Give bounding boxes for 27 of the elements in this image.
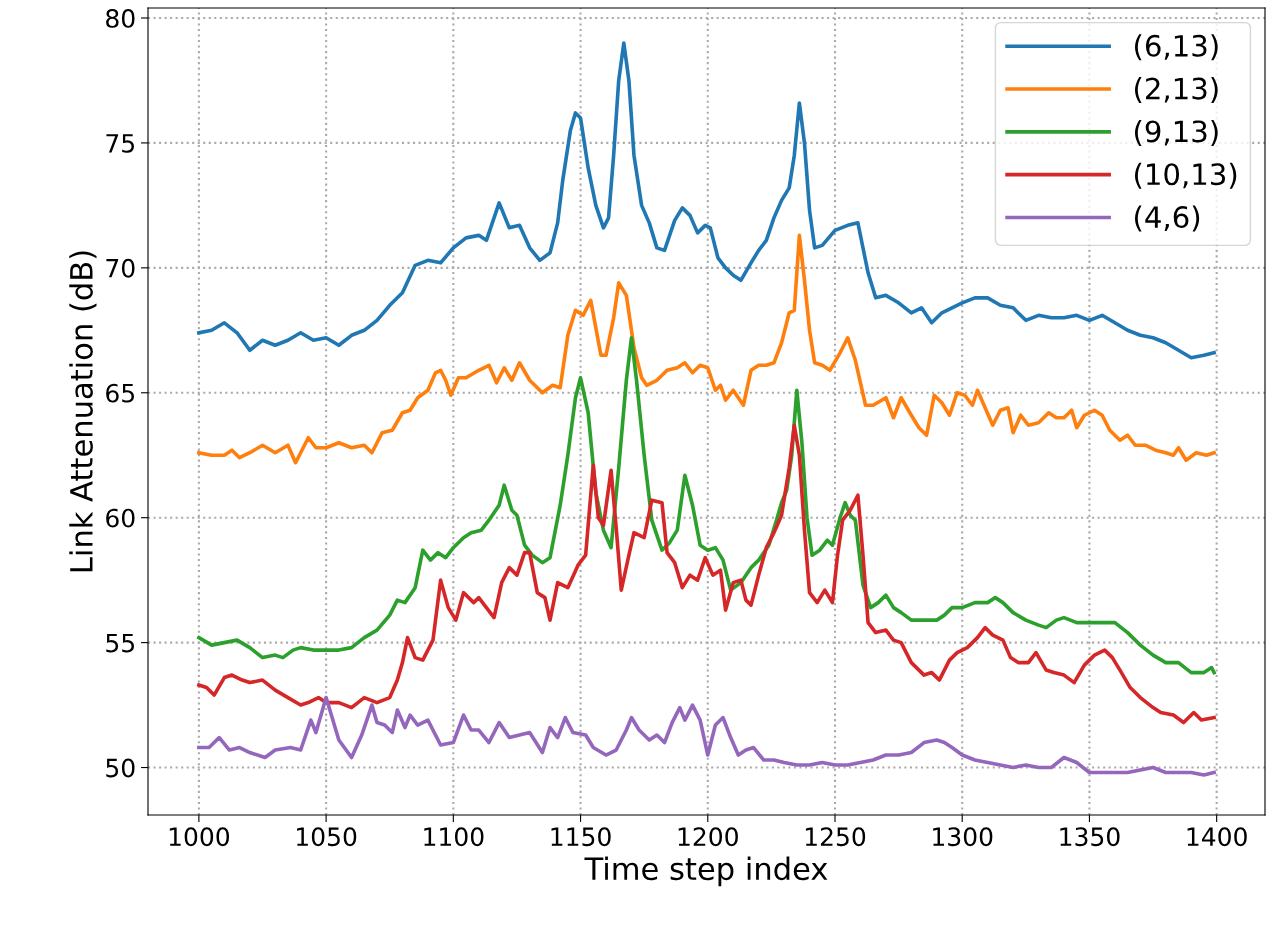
legend-label: (9,13): [1135, 119, 1218, 146]
x-axis-title: Time step index: [584, 856, 828, 887]
x-tick-label: 1100: [424, 827, 484, 847]
line-series: [197, 695, 1216, 777]
y-tick-label: 60: [106, 508, 135, 528]
legend-label: (10,13): [1135, 162, 1237, 189]
legend-label: (6,13): [1135, 34, 1218, 61]
line-series: [197, 335, 1216, 675]
y-tick-label: 70: [106, 258, 135, 278]
x-tick-label: 1350: [1060, 827, 1120, 847]
x-tick-label: 1050: [297, 827, 357, 847]
y-tick-label: 75: [106, 134, 135, 153]
x-tick-label: 1250: [805, 827, 866, 847]
y-axis-title: Link Attenuation (dB): [69, 251, 97, 572]
y-tick-label: 55: [106, 633, 135, 653]
x-tick-label: 1200: [678, 827, 738, 847]
y-tick-label: 50: [106, 758, 135, 778]
y-tick-label: 80: [106, 8, 135, 28]
x-tick-label: 1000: [169, 827, 230, 847]
x-tick-label: 1300: [933, 827, 993, 847]
legend-label: (2,13): [1135, 77, 1218, 104]
line-series: [197, 233, 1216, 465]
y-tick-label: 65: [106, 383, 135, 403]
legend-label: (4,6): [1135, 205, 1200, 232]
x-tick-label: 1150: [551, 827, 611, 847]
x-tick-label: 1400: [1187, 827, 1247, 847]
line-series: [197, 423, 1216, 725]
